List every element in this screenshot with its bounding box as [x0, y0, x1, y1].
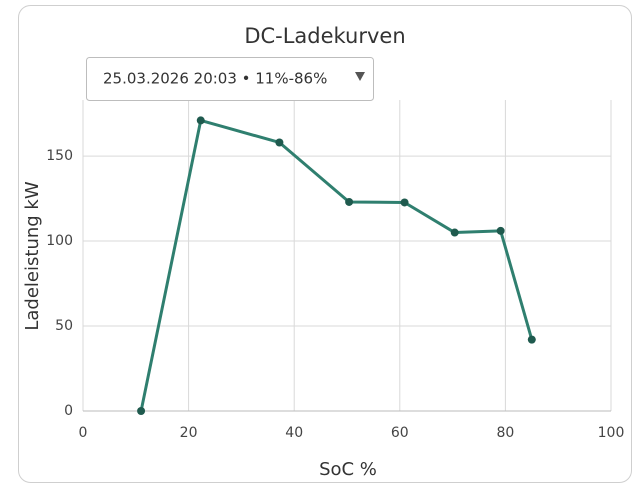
- x-tick-label: 40: [285, 425, 303, 441]
- data-line: [139, 118, 534, 412]
- y-tick-label: 50: [55, 318, 73, 334]
- x-tick-label: 60: [391, 425, 409, 441]
- data-point: [527, 335, 536, 344]
- x-axis-label: SoC %: [319, 459, 377, 480]
- data-point: [496, 226, 505, 235]
- y-axis-label: Ladeleistung kW: [22, 181, 43, 330]
- y-tick-label: 150: [46, 148, 73, 164]
- y-tick-label: 100: [46, 233, 73, 249]
- data-point: [345, 197, 354, 206]
- x-tick-label: 100: [598, 425, 625, 441]
- dropdown-arrow[interactable]: [355, 72, 365, 81]
- chart-title: DC-Ladekurven: [244, 24, 405, 48]
- data-point: [196, 116, 205, 125]
- data-point: [275, 138, 284, 147]
- x-tick-label: 80: [496, 425, 514, 441]
- data-point: [400, 198, 409, 207]
- card: [18, 5, 632, 483]
- x-tick-label: 0: [79, 425, 88, 441]
- data-point: [450, 228, 459, 237]
- dropdown-box[interactable]: [86, 57, 374, 101]
- dropdown-label[interactable]: 25.03.2026 20:03 • 11%-86%: [103, 70, 327, 88]
- dropdown[interactable]: 25.03.2026 20:03 • 11%-86%: [86, 57, 374, 101]
- data-point: [137, 407, 146, 415]
- y-tick-label: 0: [64, 403, 73, 419]
- x-tick-label: 20: [180, 425, 198, 441]
